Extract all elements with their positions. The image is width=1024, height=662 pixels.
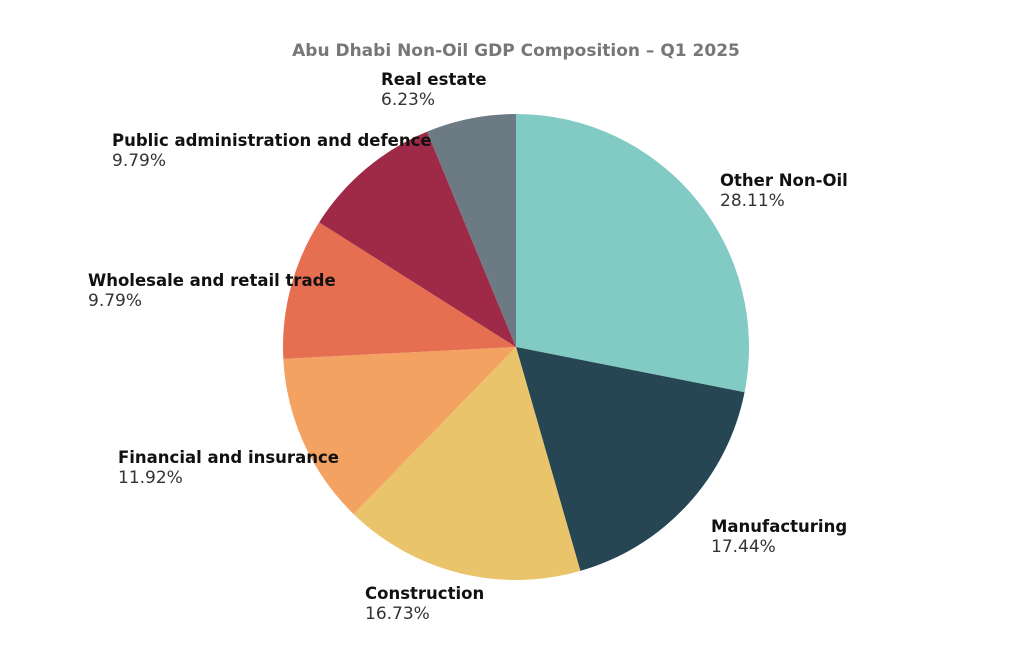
- slice-label: Other Non-Oil: [720, 171, 848, 190]
- slice-value-label: 9.79%: [88, 291, 142, 311]
- slice-label: Real estate: [381, 70, 487, 89]
- slice-value-label: 6.23%: [381, 90, 435, 110]
- pie-slice-construction: [353, 347, 581, 580]
- pie-slice-wholesale-and-retail-trade: [283, 222, 516, 359]
- pie-slice-other-non-oil: [516, 114, 749, 393]
- slice-label: Public administration and defence: [112, 131, 432, 150]
- pie-slices: [283, 114, 749, 580]
- chart-title: Abu Dhabi Non-Oil GDP Composition – Q1 2…: [292, 41, 740, 61]
- slice-value-label: 16.73%: [365, 604, 430, 624]
- pie-slice-manufacturing: [516, 347, 745, 571]
- slice-label: Financial and insurance: [118, 448, 339, 467]
- pie-slice-real-estate: [427, 114, 516, 347]
- slice-label: Construction: [365, 584, 484, 603]
- pie-slice-financial-and-insurance: [283, 347, 516, 515]
- slice-value-label: 11.92%: [118, 468, 183, 488]
- slice-label: Wholesale and retail trade: [88, 271, 336, 290]
- slice-value-label: 28.11%: [720, 191, 785, 211]
- slice-value-label: 9.79%: [112, 151, 166, 171]
- slice-label: Manufacturing: [711, 517, 847, 536]
- pie-slice-public-administration-and-defence: [319, 131, 516, 347]
- slice-value-label: 17.44%: [711, 537, 776, 557]
